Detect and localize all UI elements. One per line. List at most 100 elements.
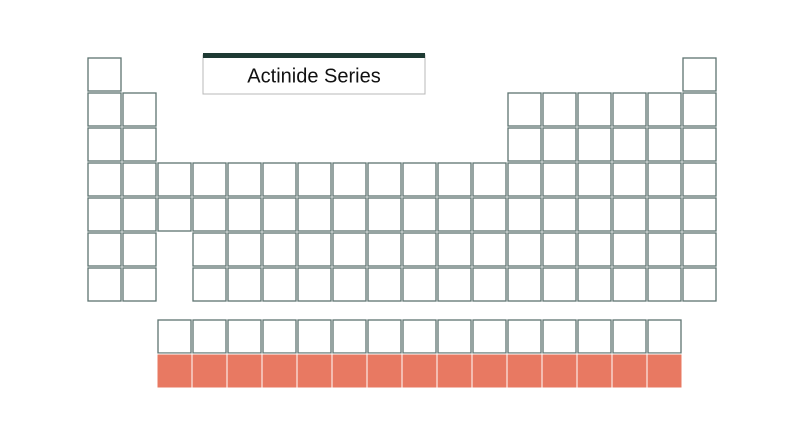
element-cell [647, 232, 682, 267]
element-cell [472, 197, 507, 232]
lanthanide-cell [367, 319, 402, 354]
element-cell [577, 92, 612, 127]
element-cell [647, 92, 682, 127]
element-cell [367, 197, 402, 232]
element-cell [227, 197, 262, 232]
element-cells [87, 57, 717, 389]
element-cell [87, 267, 122, 302]
element-cell [122, 127, 157, 162]
element-cell [122, 92, 157, 127]
element-cell [297, 197, 332, 232]
element-cell [367, 267, 402, 302]
lanthanide-cell [297, 319, 332, 354]
element-cell [647, 127, 682, 162]
element-cell [437, 197, 472, 232]
actinide-cell [436, 353, 473, 389]
element-cell [297, 267, 332, 302]
element-cell [472, 162, 507, 197]
element-cell [87, 232, 122, 267]
element-cell [402, 267, 437, 302]
element-cell [612, 232, 647, 267]
element-cell [612, 267, 647, 302]
element-cell [262, 162, 297, 197]
lanthanide-cell [577, 319, 612, 354]
actinide-cell [611, 353, 648, 389]
actinide-cell [541, 353, 578, 389]
actinide-cell [366, 353, 403, 389]
lanthanide-cell [157, 319, 192, 354]
element-cell [192, 232, 227, 267]
element-cell [682, 127, 717, 162]
lanthanide-cell [192, 319, 227, 354]
element-cell [332, 197, 367, 232]
element-cell [122, 162, 157, 197]
element-cell [612, 92, 647, 127]
element-cell [332, 232, 367, 267]
actinide-cell [191, 353, 228, 389]
element-cell [87, 127, 122, 162]
element-cell [227, 267, 262, 302]
element-cell [122, 267, 157, 302]
element-cell [262, 197, 297, 232]
lanthanide-cell [332, 319, 367, 354]
lanthanide-cell [612, 319, 647, 354]
actinide-cell [646, 353, 683, 389]
element-cell [682, 162, 717, 197]
lanthanide-cell [507, 319, 542, 354]
actinide-cell [296, 353, 333, 389]
lanthanide-cell [542, 319, 577, 354]
element-cell [682, 92, 717, 127]
element-cell [472, 232, 507, 267]
actinide-cell [331, 353, 368, 389]
element-cell [227, 162, 262, 197]
actinide-cell [471, 353, 508, 389]
element-cell [332, 162, 367, 197]
title-box [202, 54, 426, 95]
element-cell [507, 92, 542, 127]
element-cell [367, 232, 402, 267]
actinide-cell [261, 353, 298, 389]
element-cell [682, 232, 717, 267]
lanthanide-cell [402, 319, 437, 354]
actinide-cell [156, 353, 193, 389]
element-cell [682, 197, 717, 232]
actinide-cell [226, 353, 263, 389]
element-cell [87, 162, 122, 197]
element-cell [402, 197, 437, 232]
element-cell [297, 162, 332, 197]
element-cell [122, 232, 157, 267]
element-cell [507, 127, 542, 162]
element-cell [507, 232, 542, 267]
element-cell [647, 267, 682, 302]
element-cell [402, 162, 437, 197]
element-cell [542, 162, 577, 197]
element-cell [192, 267, 227, 302]
element-cell [507, 162, 542, 197]
element-cell [542, 92, 577, 127]
title: Actinide Series [247, 65, 380, 87]
element-cell [402, 232, 437, 267]
element-cell [367, 162, 402, 197]
element-cell [157, 162, 192, 197]
element-cell [507, 267, 542, 302]
lanthanide-cell [437, 319, 472, 354]
lanthanide-cell [262, 319, 297, 354]
element-cell [612, 127, 647, 162]
element-cell [87, 92, 122, 127]
lanthanide-cell [227, 319, 262, 354]
element-cell [577, 197, 612, 232]
element-cell [87, 57, 122, 92]
element-cell [647, 197, 682, 232]
element-cell [647, 162, 682, 197]
element-cell [577, 267, 612, 302]
element-cell [577, 127, 612, 162]
element-cell [577, 162, 612, 197]
element-cell [577, 232, 612, 267]
element-cell [612, 162, 647, 197]
lanthanide-cell [472, 319, 507, 354]
element-cell [157, 197, 192, 232]
element-cell [472, 267, 507, 302]
actinide-cell [576, 353, 613, 389]
element-cell [87, 197, 122, 232]
